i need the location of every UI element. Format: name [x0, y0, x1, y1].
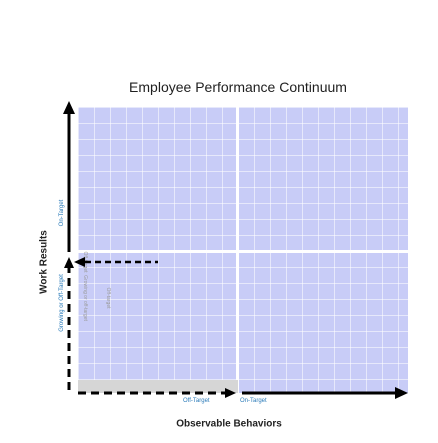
- y-high-label: On-Target: [59, 199, 65, 227]
- y-axis-dashed-arrow-head: [64, 257, 74, 268]
- x-axis-solid-arrow-head: [395, 387, 408, 399]
- y-low-label: Growing or Off-Target: [59, 274, 65, 332]
- y-axis-title: Work Results: [38, 230, 50, 294]
- diagram-title: Employee Performance Continuum: [129, 79, 347, 95]
- x-high-label: On-Target: [240, 398, 267, 404]
- y-axis-solid-arrow-head: [63, 101, 75, 114]
- x-low-label: Off-Target: [183, 398, 210, 404]
- middle-dashed-arrow-head: [74, 257, 85, 267]
- x-axis-dashed-arrow-head: [225, 388, 236, 398]
- horizontal-divider: [78, 250, 408, 253]
- bottom-left-shade: [78, 380, 238, 393]
- x-axis-title: Observable Behaviors: [176, 418, 282, 430]
